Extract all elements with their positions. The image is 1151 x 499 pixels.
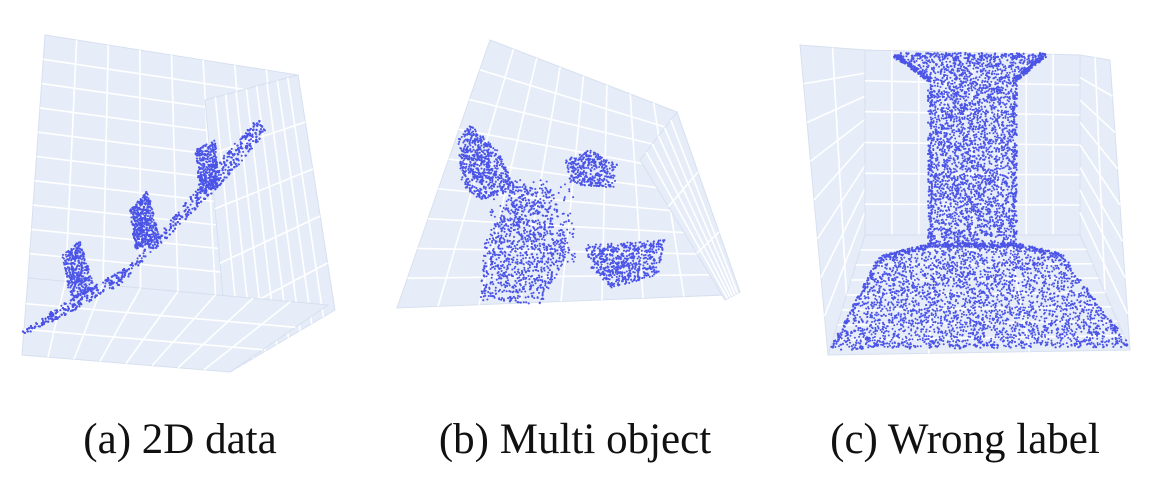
point-cloud-object-4: [585, 239, 666, 289]
point-cloud-2d-data: [21, 119, 267, 334]
point-cloud-object-3-spray: [489, 179, 576, 270]
grid-right-face-gridlines: [645, 119, 739, 300]
caption-wrong-label: (c) Wrong label: [830, 416, 1100, 463]
point-cloud-plot-2d-data: [21, 34, 336, 373]
point-cloud-object-1: [457, 125, 515, 200]
grid-right-face-gridlines: [1079, 57, 1129, 315]
grid-floor-face-gridlines: [23, 281, 296, 371]
point-cloud-2d-data-fin-2: [61, 241, 96, 300]
panel-multi-object: [380, 0, 770, 400]
point-cloud-2d-data-fin-3: [194, 139, 221, 195]
point-cloud-plot-wrong-label: [799, 44, 1131, 356]
point-cloud-column: [898, 54, 1043, 246]
point-cloud-object-3: [479, 185, 571, 305]
caption-multi-object: (b) Multi object: [438, 416, 712, 463]
caption-2d-data: (a) 2D data: [83, 416, 277, 463]
panel-2d-data: [0, 0, 380, 400]
point-cloud-base: [832, 244, 1128, 349]
point-cloud-plot-multi-object: [396, 39, 741, 309]
grid-left-face-gridlines: [803, 47, 866, 317]
point-cloud-object-2: [564, 149, 618, 189]
point-cloud-base-edge: [830, 241, 1129, 351]
panel-wrong-label: [770, 0, 1151, 400]
point-cloud-2d-data-fins: [129, 190, 161, 250]
